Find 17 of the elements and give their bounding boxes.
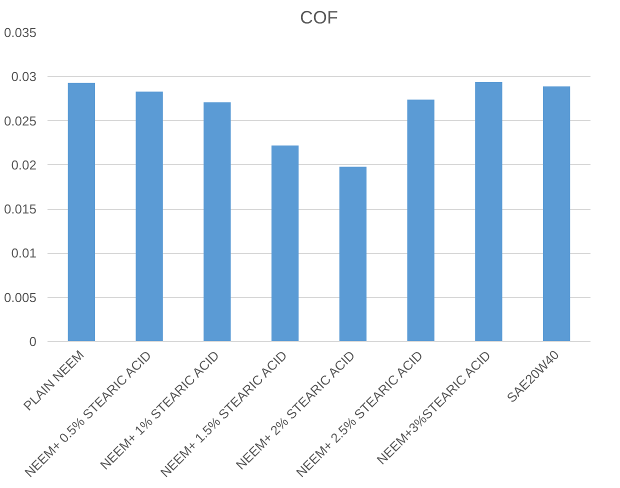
bar [271, 146, 299, 342]
y-tick-label: 0.005 [4, 290, 37, 305]
chart-title: COF [300, 8, 338, 28]
y-tick-label: 0.025 [4, 113, 37, 128]
y-tick-label: 0.03 [11, 69, 37, 84]
y-tick-label: 0 [29, 334, 37, 349]
bar [542, 86, 570, 342]
bar [68, 82, 96, 342]
bar [475, 82, 502, 342]
y-tick-label: 0.01 [11, 246, 37, 261]
bar [407, 100, 434, 342]
y-tick-label: 0.015 [4, 202, 37, 217]
y-tick-label: 0.035 [4, 25, 37, 40]
y-tick-label: 0.02 [11, 157, 37, 172]
bar [136, 92, 163, 342]
bar [204, 102, 231, 342]
bar [339, 166, 367, 342]
